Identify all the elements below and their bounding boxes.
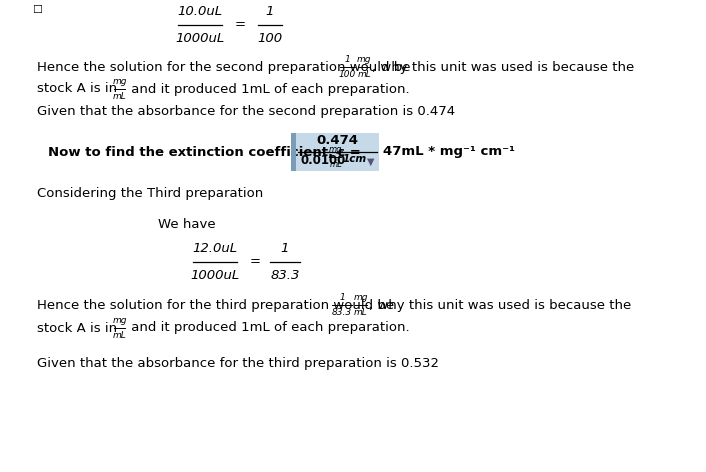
Text: mg: mg [112, 77, 126, 86]
Text: 47mL * mg⁻¹ cm⁻¹: 47mL * mg⁻¹ cm⁻¹ [383, 145, 515, 159]
FancyBboxPatch shape [291, 133, 379, 171]
Text: 83.3: 83.3 [270, 269, 299, 282]
Text: 83.3: 83.3 [332, 308, 352, 317]
Text: 12.0uL: 12.0uL [193, 242, 237, 255]
Text: mL: mL [112, 92, 126, 101]
Text: 1: 1 [266, 5, 274, 18]
Text: 1cm: 1cm [342, 154, 367, 164]
Text: mL: mL [357, 70, 371, 79]
Text: 1: 1 [281, 242, 289, 255]
Text: 0.0100: 0.0100 [300, 154, 345, 167]
Text: 10.0uL: 10.0uL [177, 5, 222, 18]
Text: 1: 1 [345, 55, 350, 64]
Text: =: = [234, 18, 246, 32]
Text: mg: mg [354, 293, 368, 302]
FancyBboxPatch shape [291, 133, 296, 171]
Text: 0.474: 0.474 [316, 134, 359, 147]
Text: Hence the solution for the second preparation would be: Hence the solution for the second prepar… [37, 60, 414, 74]
Text: mg: mg [112, 316, 126, 325]
Text: =: = [249, 255, 261, 269]
Text: stock A is in: stock A is in [37, 321, 121, 335]
Text: mg: mg [357, 55, 371, 64]
Text: 100: 100 [258, 32, 282, 45]
Text: 1000uL: 1000uL [191, 269, 239, 282]
Text: mL: mL [329, 160, 342, 169]
Text: Hence the solution for the third preparation would be: Hence the solution for the third prepara… [37, 298, 398, 312]
Text: and it produced 1mL of each preparation.: and it produced 1mL of each preparation. [127, 321, 409, 335]
Text: stock A is in: stock A is in [37, 83, 121, 95]
Text: 100: 100 [339, 70, 356, 79]
Text: Given that the absorbance for the third preparation is 0.532: Given that the absorbance for the third … [37, 357, 439, 371]
Text: mL: mL [112, 331, 126, 340]
Text: ▼: ▼ [367, 157, 375, 167]
Text: Given that the absorbance for the second preparation is 0.474: Given that the absorbance for the second… [37, 106, 455, 118]
Text: We have: We have [158, 218, 215, 230]
Text: 1000uL: 1000uL [175, 32, 225, 45]
Text: mL: mL [354, 308, 368, 317]
Text: 1: 1 [339, 293, 345, 302]
Text: Considering the Third preparation: Considering the Third preparation [37, 187, 263, 201]
Text: Now to find the extinction coefficient, ε =: Now to find the extinction coefficient, … [48, 145, 361, 159]
Text: and it produced 1mL of each preparation.: and it produced 1mL of each preparation. [127, 83, 409, 95]
Text: mg: mg [329, 145, 342, 154]
Text: , why this unit was used is because the: , why this unit was used is because the [369, 298, 631, 312]
Text: , why this unit was used is because the: , why this unit was used is because the [372, 60, 634, 74]
Text: ☐: ☐ [32, 5, 42, 15]
